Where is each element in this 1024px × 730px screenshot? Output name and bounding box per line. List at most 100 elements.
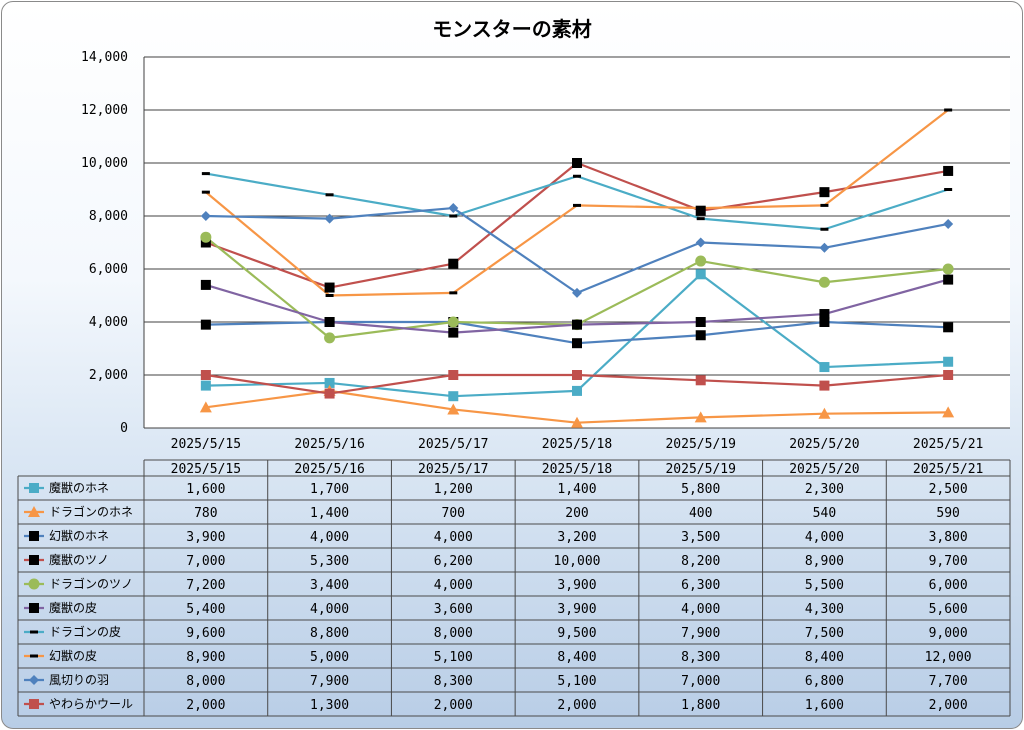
table-cell: 2,000 xyxy=(186,698,225,713)
data-point xyxy=(943,218,954,229)
data-point xyxy=(695,375,706,386)
table-cell: 780 xyxy=(194,506,217,521)
data-point xyxy=(571,416,583,428)
table-cell: 2,500 xyxy=(929,482,968,497)
legend-label: ドラゴンの皮 xyxy=(49,624,121,639)
data-point xyxy=(819,380,830,391)
data-point xyxy=(447,316,459,328)
data-point xyxy=(695,269,706,280)
data-point xyxy=(324,317,335,327)
table-cell: 2,000 xyxy=(929,698,968,713)
table-header-cell: 2025/5/17 xyxy=(418,462,488,477)
table-cell: 8,800 xyxy=(310,626,349,641)
x-tick-label: 2025/5/17 xyxy=(418,437,488,452)
data-point xyxy=(448,258,459,269)
data-point xyxy=(201,172,210,176)
data-point xyxy=(943,356,954,367)
x-tick-label: 2025/5/16 xyxy=(294,437,364,452)
data-point xyxy=(29,531,39,541)
data-point xyxy=(199,401,212,413)
data-point xyxy=(942,406,955,418)
data-point xyxy=(324,377,335,388)
table-cell: 5,100 xyxy=(557,674,596,689)
data-point xyxy=(943,165,954,176)
legend-label: 魔獣のホネ xyxy=(49,480,109,495)
table-cell: 8,400 xyxy=(805,650,844,665)
table-cell: 2,000 xyxy=(557,698,596,713)
data-point xyxy=(324,388,335,399)
data-point xyxy=(449,214,458,218)
data-point xyxy=(694,411,707,423)
data-point xyxy=(29,555,39,565)
table-cell: 6,200 xyxy=(434,554,473,569)
data-point xyxy=(819,242,830,253)
data-point xyxy=(200,319,211,330)
table-cell: 5,600 xyxy=(929,602,968,617)
table-cell: 4,300 xyxy=(805,602,844,617)
data-point xyxy=(325,294,334,297)
table-cell: 5,800 xyxy=(681,482,720,497)
series-markers xyxy=(199,108,955,428)
data-point xyxy=(448,327,459,338)
data-point xyxy=(572,287,582,298)
legend-label: 風切りの羽 xyxy=(49,673,109,687)
table-cell: 8,400 xyxy=(557,650,596,665)
table-cell: 3,900 xyxy=(557,602,596,617)
data-point xyxy=(448,370,459,380)
table-cell: 5,000 xyxy=(310,650,349,665)
data-point xyxy=(29,603,39,613)
data-point xyxy=(818,276,830,288)
data-point xyxy=(572,370,582,380)
table-cell: 3,400 xyxy=(310,578,349,593)
table-cell: 3,200 xyxy=(557,530,596,545)
data-point xyxy=(29,483,39,493)
table-cell: 5,100 xyxy=(434,650,473,665)
data-point xyxy=(942,263,954,275)
data-point xyxy=(447,403,460,415)
x-axis: 2025/5/15 2025/5/16 2025/5/17 2025/5/18 2025… xyxy=(144,427,1010,452)
data-point xyxy=(572,338,582,349)
data-point xyxy=(28,578,40,590)
data-point xyxy=(572,158,582,168)
x-tick-label: 2025/5/21 xyxy=(913,437,983,452)
table-header-cell: 2025/5/18 xyxy=(542,462,612,477)
legend-label: 幻獣のホネ xyxy=(49,529,109,543)
chart-title: モンスターの素材 xyxy=(432,17,592,41)
table-cell: 1,700 xyxy=(310,482,349,497)
table-cell: 590 xyxy=(936,506,959,521)
table-cell: 9,500 xyxy=(557,626,596,641)
data-point xyxy=(820,203,829,207)
table-cell: 2,300 xyxy=(805,482,844,497)
data-point xyxy=(695,205,706,216)
table-cell: 10,000 xyxy=(554,554,601,569)
data-point xyxy=(201,190,210,194)
y-tick-label: 2,000 xyxy=(89,368,128,383)
table-cell: 8,900 xyxy=(186,650,225,665)
table-cell: 9,000 xyxy=(929,626,968,641)
table-cell: 7,200 xyxy=(186,578,225,593)
table-header-cell: 2025/5/21 xyxy=(913,462,983,477)
table-cell: 1,400 xyxy=(310,506,349,521)
table-cell: 3,600 xyxy=(434,602,473,617)
y-tick-label: 0 xyxy=(120,421,128,436)
table-cell: 1,600 xyxy=(186,482,225,497)
table-cell: 7,000 xyxy=(681,674,720,689)
data-point xyxy=(944,188,953,191)
data-point xyxy=(324,282,335,293)
legend-label: ドラゴンのツノ xyxy=(49,576,133,591)
data-point xyxy=(695,330,706,341)
data-point xyxy=(29,675,39,685)
data-point xyxy=(943,322,954,333)
data-point xyxy=(200,279,211,290)
table-cell: 7,900 xyxy=(310,674,349,689)
table-cell: 8,300 xyxy=(434,674,473,689)
y-tick-label: 10,000 xyxy=(81,156,128,171)
table-cell: 8,300 xyxy=(681,650,720,665)
data-table: 2025/5/15 2025/5/16 2025/5/17 2025/5/18 2025… xyxy=(17,459,1011,717)
table-cell: 4,000 xyxy=(805,530,844,545)
table-cell: 1,800 xyxy=(681,698,720,713)
table-cell: 5,400 xyxy=(186,602,225,617)
table-cell: 4,000 xyxy=(310,602,349,617)
data-point xyxy=(30,654,38,658)
table-header-cell: 2025/5/20 xyxy=(789,462,859,477)
